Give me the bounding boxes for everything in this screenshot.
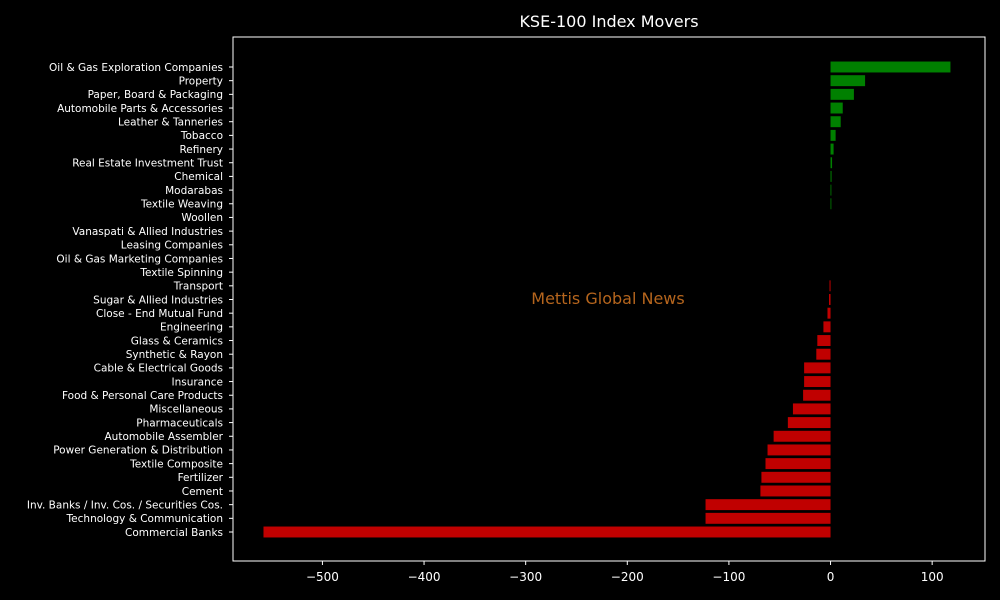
x-tick-label: 100 <box>921 570 944 584</box>
bar <box>816 348 831 360</box>
category-label: Refinery <box>179 144 223 156</box>
category-label: Oil & Gas Exploration Companies <box>49 62 223 74</box>
bar <box>767 444 831 456</box>
bar <box>830 116 841 128</box>
bar <box>830 129 836 141</box>
bar <box>830 88 854 100</box>
category-label: Tobacco <box>180 130 223 142</box>
category-label: Oil & Gas Marketing Companies <box>56 253 223 265</box>
watermark-text: Mettis Global News <box>531 289 684 308</box>
bar <box>804 376 831 388</box>
category-label: Transport <box>173 281 223 293</box>
category-label: Textile Spinning <box>139 267 223 279</box>
category-label: Commercial Banks <box>125 527 223 539</box>
bar <box>773 430 831 442</box>
bar <box>830 61 951 73</box>
bar <box>830 170 832 182</box>
x-ticks-group: −500 −400 −300 −200 −100 0 100 <box>306 561 944 584</box>
bar <box>830 143 834 155</box>
bar <box>829 280 831 292</box>
bar <box>823 321 831 333</box>
category-label: Food & Personal Care Products <box>62 390 223 402</box>
category-label: Modarabas <box>165 185 223 197</box>
category-label: Technology & Communication <box>66 513 223 525</box>
bar <box>803 389 831 401</box>
bar <box>804 362 831 374</box>
category-label: Automobile Assembler <box>105 431 224 443</box>
category-label: Paper, Board & Packaging <box>88 89 223 101</box>
category-label: Cable & Electrical Goods <box>94 363 223 375</box>
bars-group <box>263 61 951 538</box>
category-label: Engineering <box>160 322 223 334</box>
bar <box>830 198 832 210</box>
x-tick-label: −400 <box>408 570 441 584</box>
bar <box>705 499 831 511</box>
category-label: Woollen <box>181 212 223 224</box>
chart-title: KSE-100 Index Movers <box>519 12 699 31</box>
category-label: Cement <box>182 486 223 498</box>
bar <box>760 485 831 497</box>
bar <box>787 417 831 429</box>
bar <box>817 335 831 346</box>
category-label: Glass & Ceramics <box>131 335 223 347</box>
category-label: Automobile Parts & Accessories <box>57 103 223 115</box>
category-label: Close - End Mutual Fund <box>96 308 223 320</box>
bar <box>792 403 831 415</box>
x-tick-label: 0 <box>827 570 835 584</box>
category-label: Fertilizer <box>178 472 224 484</box>
bar <box>830 102 843 114</box>
category-label: Leasing Companies <box>121 240 223 252</box>
bar <box>827 307 831 319</box>
category-label: Sugar & Allied Industries <box>93 294 223 306</box>
x-tick-label: −300 <box>509 570 542 584</box>
bar <box>830 184 832 196</box>
category-label: Inv. Banks / Inv. Cos. / Securities Cos. <box>27 499 223 511</box>
category-label: Power Generation & Distribution <box>53 445 223 457</box>
category-label: Vanaspati & Allied Industries <box>72 226 223 238</box>
category-label: Synthetic & Rayon <box>126 349 223 361</box>
bar <box>765 458 831 470</box>
bar <box>705 512 831 524</box>
bar <box>830 75 866 87</box>
category-label: Pharmaceuticals <box>136 417 223 429</box>
bar <box>830 157 833 169</box>
category-label: Leather & Tanneries <box>118 117 223 129</box>
category-label: Chemical <box>174 171 223 183</box>
category-label: Textile Weaving <box>140 199 223 211</box>
category-label: Miscellaneous <box>149 404 223 416</box>
x-tick-label: −100 <box>712 570 745 584</box>
bar <box>829 294 831 305</box>
bar <box>263 526 831 538</box>
x-tick-label: −200 <box>611 570 644 584</box>
x-tick-label: −500 <box>306 570 339 584</box>
bar <box>761 471 831 483</box>
category-label: Property <box>179 75 223 87</box>
category-label: Textile Composite <box>129 458 223 470</box>
category-label: Real Estate Investment Trust <box>72 158 223 170</box>
category-label: Insurance <box>171 376 223 388</box>
